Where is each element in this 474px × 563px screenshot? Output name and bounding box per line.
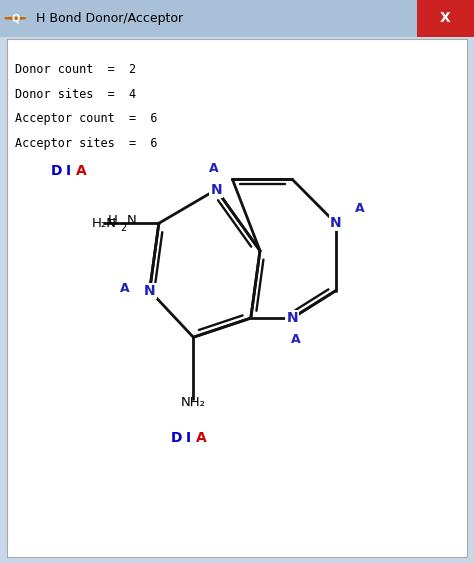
Text: A: A: [209, 162, 219, 176]
Text: Acceptor count  =  6: Acceptor count = 6: [15, 113, 158, 126]
Text: N: N: [144, 284, 155, 298]
Text: Donor count  =  2: Donor count = 2: [15, 62, 137, 75]
Text: A: A: [119, 282, 129, 294]
Text: X: X: [440, 11, 451, 25]
Text: A: A: [355, 202, 365, 215]
Text: H₂N: H₂N: [91, 217, 117, 230]
Text: N: N: [330, 216, 342, 230]
Text: N: N: [127, 214, 137, 227]
Text: NH₂: NH₂: [181, 396, 206, 409]
Text: 2: 2: [120, 223, 127, 233]
Circle shape: [5, 17, 26, 19]
Text: N: N: [210, 182, 222, 196]
Text: Q: Q: [11, 14, 19, 23]
Text: N: N: [286, 311, 298, 325]
Text: H Bond Donor/Acceptor: H Bond Donor/Acceptor: [36, 12, 182, 25]
Text: I: I: [66, 164, 71, 178]
Text: D: D: [51, 164, 62, 178]
Text: Acceptor sites  =  6: Acceptor sites = 6: [15, 137, 158, 150]
Text: A: A: [76, 164, 87, 178]
Text: A: A: [196, 431, 206, 445]
Text: A: A: [291, 333, 301, 346]
Text: H: H: [108, 214, 118, 227]
Text: D: D: [170, 431, 182, 445]
Text: I: I: [185, 431, 191, 445]
Text: Donor sites  =  4: Donor sites = 4: [15, 88, 137, 101]
